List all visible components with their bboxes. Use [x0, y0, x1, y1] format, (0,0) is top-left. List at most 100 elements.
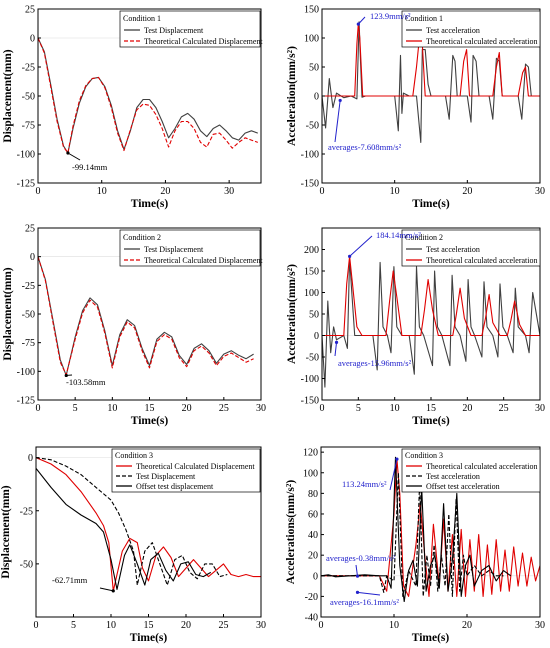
- legend-entry: Test Displacement: [144, 26, 204, 35]
- y-tick-label: -25: [22, 63, 35, 74]
- x-axis-label: Time(s): [412, 198, 450, 210]
- x-axis-label: Time(s): [131, 415, 169, 427]
- annotation-arrow: [99, 587, 114, 592]
- x-tick-label: 10: [390, 186, 400, 197]
- y-tick-label: -25: [22, 281, 35, 292]
- annotation-label: averages-15.96mm/s²: [338, 358, 412, 368]
- x-tick-label: 0: [34, 620, 39, 631]
- y-tick-label: -100: [301, 374, 319, 385]
- x-tick-label: 30: [535, 186, 545, 197]
- annotation-point: [111, 589, 115, 593]
- series-line-1: [36, 457, 261, 592]
- y-tick-label: 100: [304, 34, 319, 45]
- legend-box: [401, 229, 541, 267]
- annotation-label: averages-7.608mm/s²: [328, 142, 402, 152]
- legend-entry: Theoretical calculated acceleration: [426, 256, 537, 265]
- legend-title: Condition 1: [405, 14, 443, 23]
- chart-panel-5: 0 5 10 15 20 25 30 0 -25 -50 Time(s) Displacement(m…: [0, 446, 266, 644]
- y-tick-label: -50: [22, 92, 35, 103]
- y-tick-label: -125: [17, 396, 35, 407]
- annotation-arrow: [349, 235, 373, 257]
- y-tick-label: -50: [306, 353, 319, 364]
- annotation-point: [338, 98, 342, 103]
- legend-entry: Theoretical Calculated Displacement: [144, 256, 263, 265]
- series-line-2: [322, 255, 540, 337]
- x-tick-label: 30: [256, 620, 266, 631]
- x-axis-label: Time(s): [130, 632, 168, 644]
- legend-entry: Test Displacement: [136, 472, 196, 481]
- annotation-label: 123.9mm/s²: [370, 11, 411, 21]
- x-axis-label: Time(s): [131, 198, 169, 210]
- series-group: [36, 457, 261, 592]
- x-tick-label: 20: [160, 186, 170, 197]
- annotation-arrow: [67, 152, 81, 161]
- x-axis-label: Time(s): [412, 415, 450, 427]
- y-tick-label: 0: [314, 331, 319, 342]
- y-axis-label: Accelerations(mm/s²): [285, 480, 297, 585]
- legend-title: Condition 3: [115, 451, 153, 460]
- series-line-2: [38, 256, 254, 376]
- y-tick-label: 120: [303, 448, 318, 459]
- y-tick-label: 100: [304, 288, 319, 299]
- annotation-point: [355, 574, 360, 578]
- y-tick-label: -50: [20, 559, 33, 570]
- y-tick-label: 150: [304, 267, 319, 278]
- y-tick-label: 0: [314, 92, 319, 103]
- annotation-arrow: [355, 564, 358, 577]
- legend-entry: Offset test acceleration: [426, 482, 500, 491]
- annotation-arrow: [389, 459, 398, 491]
- legend-box: [111, 448, 261, 493]
- annotation-point: [356, 22, 360, 26]
- x-tick-label: 20: [462, 620, 472, 631]
- y-tick-label: 25: [25, 224, 35, 235]
- y-tick-label: -20: [305, 592, 318, 603]
- series-group: [38, 37, 258, 154]
- chart-panel-3: 0 5 10 15 20 25 30 25 0 -25 -50 -75 -100 -125 Time(s) D…: [2, 224, 266, 428]
- y-tick-label: 80: [308, 489, 318, 500]
- x-tick-label: 20: [181, 620, 191, 631]
- chart-panel-6: 0 10 20 30 120 100 80 60 40 20 0 -20 -40 Time(s) Accel…: [285, 446, 545, 644]
- x-tick-label: 15: [145, 403, 155, 414]
- x-tick-label: 5: [71, 620, 76, 631]
- y-tick-label: 0: [30, 252, 35, 263]
- x-tick-label: 20: [462, 186, 472, 197]
- chart-panel-2: 0 10 20 30 150 100 50 0 -50 -100 -150 Time(s) Accele…: [286, 5, 545, 211]
- legend-entry: Test Displacement: [144, 245, 204, 254]
- annotation-label: averages-16.1mm/s²: [330, 597, 399, 607]
- annotation-arrow: [357, 16, 366, 25]
- chart-panel-4: 0 5 10 15 20 25 30 200 150 100 50 0 -50 -100 -150 Time(…: [286, 227, 545, 427]
- y-tick-label: 200: [304, 245, 319, 256]
- y-tick-label: -40: [305, 613, 318, 624]
- y-axis-label: Acceleration(mm/s²): [286, 264, 298, 364]
- y-tick-label: 0: [28, 453, 33, 464]
- y-tick-label: 40: [308, 530, 318, 541]
- legend-entry: Offset test displacement: [136, 482, 214, 491]
- x-tick-label: 25: [219, 403, 229, 414]
- x-tick-label: 10: [107, 403, 117, 414]
- series-line-1: [322, 257, 540, 388]
- y-tick-label: -75: [22, 121, 35, 132]
- y-axis-label: Displacement(mm): [2, 49, 14, 142]
- y-tick-label: 20: [308, 551, 318, 562]
- series-line-1: [38, 37, 258, 154]
- series-line-1: [321, 458, 540, 597]
- x-tick-label: 0: [36, 403, 41, 414]
- y-axis-label: Displacement(mm): [0, 485, 12, 578]
- legend-title: Condition 1: [123, 14, 161, 23]
- legend-title: Condition 2: [405, 233, 443, 242]
- x-tick-label: 25: [499, 403, 509, 414]
- y-tick-label: 50: [309, 310, 319, 321]
- y-tick-label: -150: [301, 396, 319, 407]
- y-tick-label: -150: [301, 179, 319, 190]
- y-axis-label: Acceleration(mm/s²): [286, 46, 298, 146]
- x-tick-label: 0: [320, 403, 325, 414]
- legend-entry: Theoretical Calculated Displacement: [144, 37, 263, 46]
- legend-box: [401, 448, 541, 493]
- x-tick-label: 0: [320, 186, 325, 197]
- y-tick-label: 25: [25, 5, 35, 16]
- x-tick-label: 15: [144, 620, 154, 631]
- x-tick-label: 10: [390, 403, 400, 414]
- annotation-arrow: [334, 100, 341, 143]
- annotation-label: -103.58mm: [66, 377, 106, 387]
- series-line-2: [36, 457, 228, 586]
